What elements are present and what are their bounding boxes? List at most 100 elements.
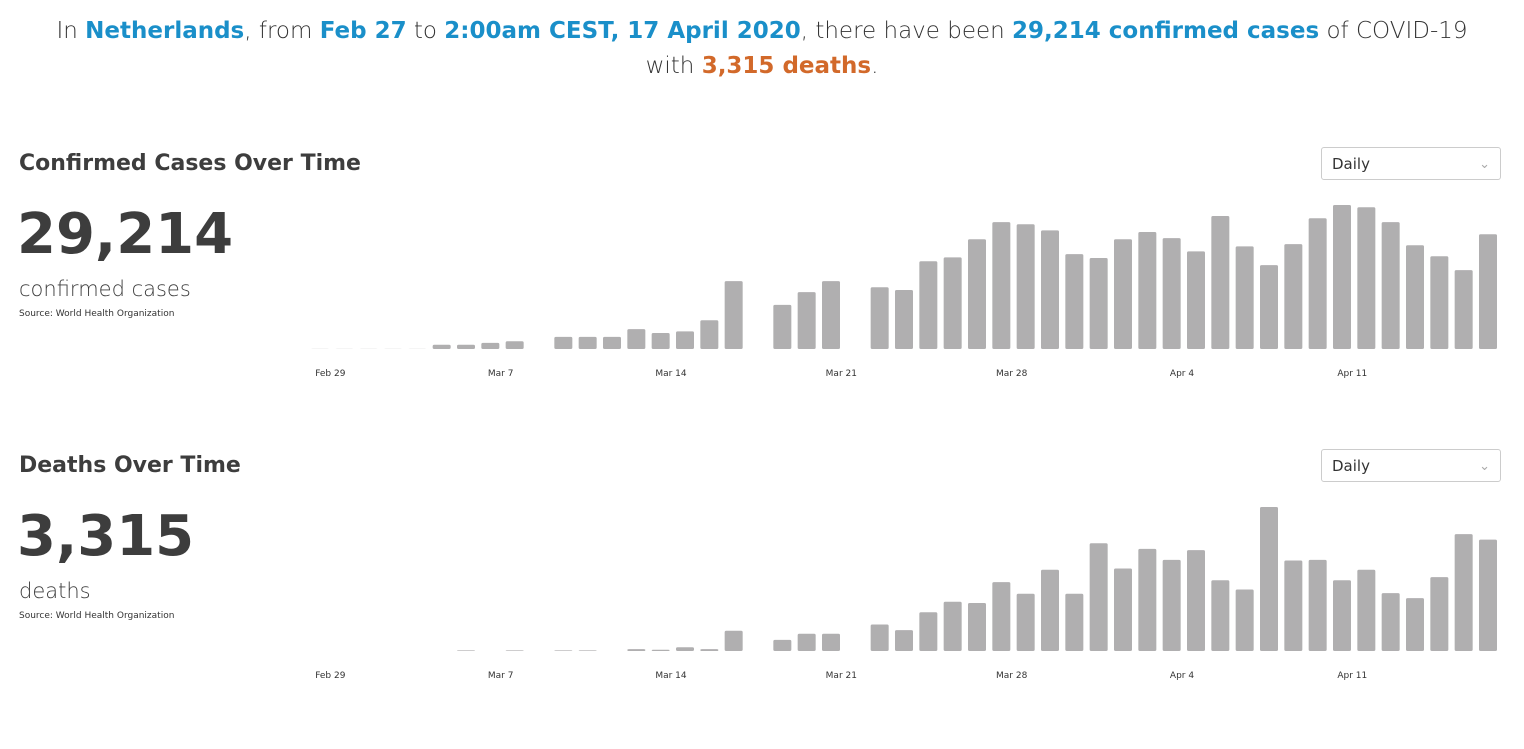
bar [944,257,962,349]
x-tick-label: Mar 28 [996,369,1028,379]
bar [895,290,913,349]
bar [1455,534,1473,651]
bar [554,337,572,349]
x-tick-label: Apr 11 [1337,671,1367,681]
bar [506,341,524,349]
bar [1114,569,1132,651]
bar [1406,245,1424,349]
headline-part: of COVID-19 [1319,18,1467,44]
bar [506,650,524,651]
bar [725,281,743,349]
x-tick-label: Mar 14 [655,369,687,379]
bar [579,650,597,651]
bar [822,634,840,651]
x-tick-label: Mar 21 [826,671,857,681]
x-tick-label: Mar 7 [488,369,514,379]
headline-part: 2:00am CEST, 17 April 2020 [444,18,800,44]
bar [1382,593,1400,651]
bar [1163,238,1181,349]
bar [652,650,670,651]
headline-part: Netherlands [85,18,244,44]
bar [1017,594,1035,651]
bar [1211,580,1229,651]
headline-part: , there have been [801,18,1012,44]
bar [992,582,1010,651]
headline-part: 29,214 confirmed cases [1012,18,1319,44]
page: In Netherlands, from Feb 27 to 2:00am CE… [0,0,1524,700]
bar [1090,258,1108,349]
bar [1041,570,1059,651]
bar [652,333,670,349]
bar [1090,543,1108,651]
x-tick-label: Mar 7 [488,671,514,681]
bar [1333,205,1351,349]
bar [1309,218,1327,349]
bar [992,222,1010,349]
bar [1211,216,1229,349]
bar [1065,594,1083,651]
bar [676,331,694,349]
x-tick-label: Apr 4 [1170,671,1194,681]
headline-part: to [407,18,445,44]
bar [1284,244,1302,349]
bar [1357,570,1375,651]
bar [895,630,913,651]
bar [1138,232,1156,349]
bar [725,631,743,651]
headline-part: In [56,18,85,44]
bar [1479,540,1497,651]
bar [1065,254,1083,349]
bar [871,625,889,651]
bar [1114,239,1132,349]
bar [433,345,451,349]
bar [1236,589,1254,651]
bar [919,261,937,349]
bar [1406,598,1424,651]
bar [1187,550,1205,651]
bar [1357,207,1375,349]
bar [1284,561,1302,651]
headline-part: 3,315 deaths [702,53,871,79]
bar [1479,234,1497,349]
bar [1041,230,1059,349]
bar [1430,256,1448,349]
bar [1333,580,1351,651]
bar [1260,265,1278,349]
headline-line: In Netherlands, from Feb 27 to 2:00am CE… [0,18,1524,44]
bar [798,634,816,651]
headline-part: , from [244,18,319,44]
bar [1382,222,1400,349]
x-tick-label: Feb 29 [315,671,346,681]
bar [1309,560,1327,651]
x-tick-label: Apr 4 [1170,369,1194,379]
bar [798,292,816,349]
x-tick-label: Feb 29 [315,369,346,379]
bar [700,320,718,349]
bar [481,343,499,349]
bar [1187,251,1205,349]
bar [627,329,645,349]
bar [603,337,621,349]
x-tick-label: Mar 21 [826,369,857,379]
bar [1455,270,1473,349]
bar [457,345,475,349]
bar [1163,560,1181,651]
bar [944,602,962,651]
bar [871,287,889,349]
bar [773,305,791,349]
bar [968,603,986,651]
bar [554,650,572,651]
bar [1138,549,1156,651]
bar [919,612,937,651]
headline-part: Feb 27 [320,18,407,44]
headline-part: with [646,53,702,79]
bar [457,650,475,651]
x-tick-label: Mar 28 [996,671,1028,681]
bar [1260,507,1278,651]
bar [1430,577,1448,651]
bar [968,239,986,349]
